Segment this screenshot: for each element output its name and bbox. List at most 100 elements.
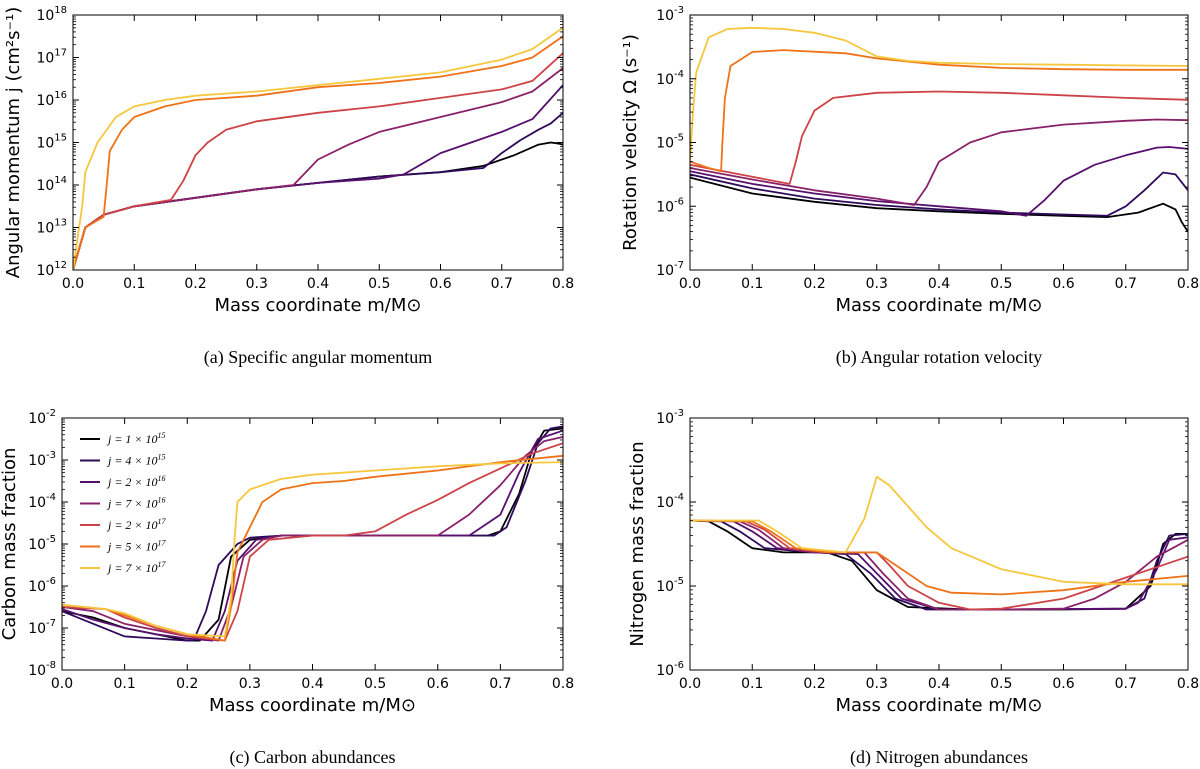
x-tick-label: 0.2 [176, 676, 198, 692]
y-tick-base: 10 [28, 579, 46, 595]
y-tick-label: 10-3 [28, 450, 56, 469]
y-tick-base: 10 [656, 579, 674, 595]
y-tick-label: 1016 [36, 90, 67, 109]
y-tick-exponent: -3 [674, 408, 684, 419]
panel-caption: (b) Angular rotation velocity [836, 347, 1042, 368]
x-tick-label: 0.1 [741, 676, 763, 692]
y-tick-label: 10-6 [656, 196, 684, 215]
y-tick-base: 10 [36, 51, 54, 67]
x-tick-label: 0.2 [184, 276, 206, 292]
y-tick-base: 10 [656, 72, 674, 88]
x-tick-label: 0.3 [866, 276, 888, 292]
y-axis-label: Nitrogen mass fraction [627, 441, 648, 646]
series-line-4 [690, 118, 1188, 206]
y-tick-label: 10-6 [28, 576, 56, 595]
y-tick-exponent: -6 [674, 660, 684, 671]
y-tick-base: 10 [656, 495, 674, 511]
y-tick-exponent: 12 [54, 260, 67, 271]
y-tick-label: 10-5 [656, 576, 684, 595]
x-tick-label: 0.5 [990, 676, 1012, 692]
y-tick-exponent: -5 [46, 534, 56, 545]
y-tick-exponent: 16 [54, 90, 67, 101]
x-tick-label: 0.7 [1115, 276, 1137, 292]
x-tick-label: 0.3 [239, 676, 261, 692]
x-axis-label: Mass coordinate m/M⊙ [215, 295, 422, 316]
x-tick-label: 0.8 [1177, 276, 1199, 292]
legend-label: j = 7 × 1017 [106, 560, 167, 575]
x-tick-label: 0.4 [307, 276, 329, 292]
x-tick-label: 0.4 [928, 676, 950, 692]
x-tick-label: 0.3 [246, 276, 268, 292]
x-tick-label: 0.0 [679, 276, 701, 292]
y-tick-base: 10 [656, 263, 674, 279]
y-tick-base: 10 [656, 8, 674, 24]
series-line-3 [690, 519, 1188, 611]
y-tick-label: 10-3 [656, 408, 684, 427]
y-axis-label: Rotation velocity Ω (s⁻¹) [620, 34, 641, 251]
x-tick-label: 0.4 [928, 276, 950, 292]
y-tick-base: 10 [36, 178, 54, 194]
x-tick-label: 0.0 [51, 676, 73, 692]
legend-label: j = 1 × 1015 [106, 431, 166, 446]
y-tick-label: 10-3 [656, 5, 684, 24]
panel-caption: (c) Carbon abundances [230, 747, 396, 768]
y-tick-label: 1013 [36, 218, 67, 237]
y-tick-label: 10-7 [28, 618, 56, 637]
y-tick-label: 1017 [36, 48, 67, 67]
series-line-6 [690, 49, 1188, 173]
y-tick-exponent: -3 [674, 5, 684, 16]
series-line-5 [73, 52, 563, 270]
series-line-1 [73, 141, 563, 270]
y-tick-exponent: -4 [674, 69, 684, 80]
y-tick-exponent: -6 [674, 196, 684, 207]
y-tick-exponent: -8 [46, 660, 56, 671]
y-tick-label: 10-5 [28, 534, 56, 553]
y-tick-base: 10 [28, 663, 46, 679]
x-tick-label: 0.5 [364, 676, 386, 692]
series-line-7 [73, 27, 563, 270]
y-tick-base: 10 [36, 93, 54, 109]
x-tick-label: 0.1 [123, 276, 145, 292]
y-tick-exponent: -7 [674, 260, 684, 271]
x-tick-label: 0.4 [301, 676, 323, 692]
x-tick-label: 0.6 [429, 276, 451, 292]
series-line-5 [62, 442, 563, 642]
x-tick-label: 0.7 [1115, 676, 1137, 692]
series-line-2 [690, 519, 1188, 611]
x-tick-label: 0.3 [866, 676, 888, 692]
y-tick-exponent: 18 [54, 5, 67, 16]
y-tick-base: 10 [28, 453, 46, 469]
series-line-6 [690, 519, 1188, 596]
legend-label: j = 2 × 1016 [106, 474, 166, 489]
series-line-7 [62, 461, 563, 638]
y-tick-base: 10 [656, 663, 674, 679]
x-axis-label: Mass coordinate m/M⊙ [836, 695, 1043, 716]
y-tick-label: 10-5 [656, 133, 684, 152]
y-tick-exponent: -5 [674, 576, 684, 587]
panel-caption: (a) Specific angular momentum [204, 347, 432, 368]
y-tick-label: 1015 [36, 133, 67, 152]
x-tick-label: 0.2 [803, 676, 825, 692]
legend-label: j = 5 × 1017 [106, 539, 167, 554]
series-line-5 [690, 90, 1188, 185]
series-line-4 [73, 67, 563, 270]
x-tick-label: 0.7 [491, 276, 513, 292]
y-tick-base: 10 [28, 411, 46, 427]
y-tick-exponent: 14 [54, 175, 67, 186]
axes-frame [689, 417, 1189, 671]
y-tick-label: 10-4 [656, 492, 684, 511]
y-tick-label: 10-4 [28, 492, 56, 511]
y-tick-label: 1012 [36, 260, 67, 279]
x-tick-label: 0.0 [62, 276, 84, 292]
legend-label: j = 4 × 1015 [106, 453, 166, 468]
y-tick-base: 10 [656, 136, 674, 152]
x-tick-label: 0.1 [741, 276, 763, 292]
series-line-5 [690, 519, 1188, 611]
x-tick-label: 0.6 [1052, 276, 1074, 292]
y-tick-base: 10 [28, 495, 46, 511]
panel-c-carbon-abundances: 0.0 0.1 0.2 0.3 0.4 0.5 0.6 0.7 0.810-810-710-61… [0, 408, 574, 768]
y-tick-label: 1018 [36, 5, 67, 24]
x-tick-label: 0.6 [427, 676, 449, 692]
series-line-4 [62, 436, 563, 642]
